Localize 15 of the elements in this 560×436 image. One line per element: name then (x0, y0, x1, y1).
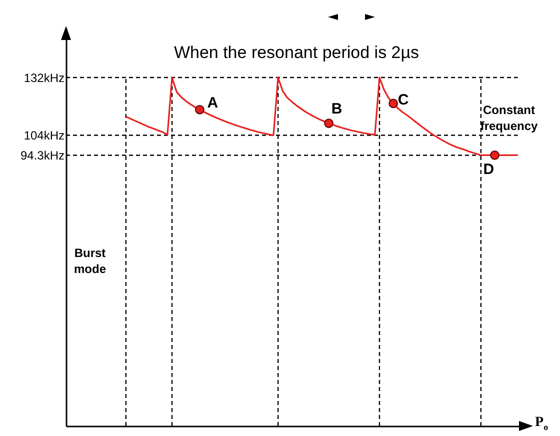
annotation: B (331, 100, 342, 118)
point (490, 150, 500, 160)
y-tick-label: 104kHz (24, 128, 64, 143)
point (195, 104, 204, 114)
annotation: Burst mode (74, 246, 106, 276)
point (324, 118, 334, 128)
annotation: Constant frequency (480, 103, 538, 133)
annotation: A (207, 94, 218, 112)
annotation: D (483, 161, 494, 178)
x-axis-title: P$_{o}$ (535, 415, 548, 434)
point (388, 98, 398, 108)
y-tick-label: 132kHz (24, 70, 64, 85)
annotation: C (398, 91, 409, 108)
y-tick-label: 94.3kHz (20, 148, 64, 163)
text: When the resonant period is 2µs (174, 43, 420, 62)
